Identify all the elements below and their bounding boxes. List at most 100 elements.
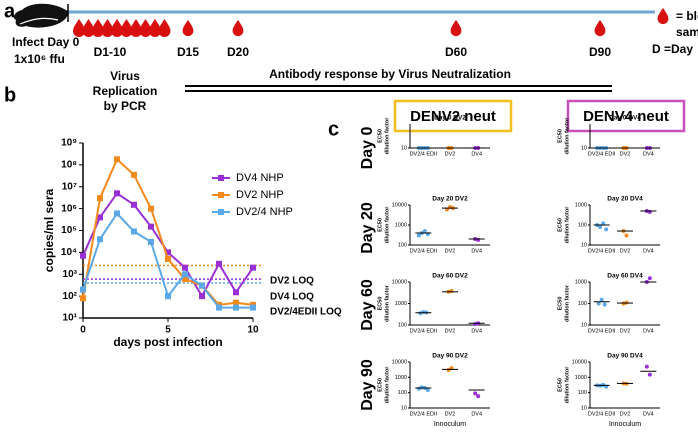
legend-marker: [218, 192, 224, 198]
chart-title: Day 60 DV4: [607, 273, 643, 280]
legend-label: DV4 NHP: [236, 172, 284, 184]
column-header: DENV2 neut: [410, 108, 496, 125]
blood-drop: [149, 19, 161, 37]
y-tick-label: 10¹: [63, 313, 78, 324]
dose-label: 1x10⁶ ffu: [14, 52, 65, 66]
point: [182, 271, 188, 278]
point: [416, 233, 421, 238]
y-axis-label: dilution factor: [564, 117, 570, 155]
blood-drop: [232, 19, 244, 37]
y-axis-label: dilution factor: [564, 366, 570, 404]
blood-drop: [139, 19, 152, 37]
y-axis-label: dilution factor: [384, 284, 390, 322]
point: [114, 190, 120, 197]
virus-label: Replication: [93, 84, 158, 98]
row-label: Day 0: [359, 127, 376, 170]
legend-marker: [218, 209, 224, 215]
blood-drop: [158, 19, 171, 37]
mouse-icon: [14, 3, 70, 28]
blood-drop: [657, 7, 669, 25]
x-tick-label: DV2: [620, 411, 631, 417]
y-axis-label: EC50: [557, 297, 563, 311]
y-tick-label: 100: [578, 222, 587, 228]
point: [604, 227, 609, 232]
y-tick-label: 10: [401, 405, 407, 411]
x-tick-label: DV2/4 EDII: [588, 248, 616, 254]
x-tick-label: DV2/4 EDII: [410, 151, 438, 157]
point: [250, 264, 256, 271]
x-tick-label: DV2/4 EDII: [410, 248, 438, 254]
header-box: [393, 99, 513, 133]
point: [624, 233, 629, 238]
point: [97, 236, 103, 243]
y-tick-label: 10000: [392, 279, 407, 285]
column-header: DENV4 neut: [583, 108, 669, 125]
x-tick-label: DV2/4 EDII: [588, 328, 616, 334]
y-tick-label: 100: [578, 301, 587, 307]
antibody-label: Antibody response by Virus Neutralizatio…: [269, 67, 511, 81]
point: [199, 293, 205, 300]
day-label: D90: [589, 45, 611, 59]
x-tick-label: DV4: [643, 151, 654, 157]
x-axis-label: Innoculum: [609, 421, 641, 428]
point: [602, 302, 607, 307]
blood-drop: [92, 19, 104, 37]
x-tick-label: DV4: [471, 411, 482, 417]
point: [97, 214, 103, 221]
loq-label: DV2/4EDII LOQ: [270, 307, 342, 318]
blood-drop: [182, 19, 194, 37]
x-tick-label: DV4: [471, 151, 482, 157]
point: [422, 229, 427, 234]
day-label: D1-10: [94, 45, 127, 59]
y-axis-label: EC50: [557, 129, 563, 143]
chart-title: Day 20 DV4: [607, 196, 643, 203]
point: [148, 205, 154, 212]
chart-title: Day 90 DV4: [607, 353, 643, 360]
point: [165, 255, 171, 262]
point: [233, 304, 239, 311]
chart-title: Day 20 DV2: [432, 196, 468, 203]
point: [250, 304, 256, 311]
y-tick-label: 1000: [575, 279, 587, 285]
blood-drop: [120, 19, 133, 37]
y-tick-label: 10: [581, 242, 587, 248]
x-axis-label: Innoculum: [434, 421, 466, 428]
panel-label: b: [4, 84, 16, 106]
header-box: [566, 99, 686, 133]
legend-label: DV2/4 NHP: [236, 206, 293, 218]
y-tick-label: 10⁸: [61, 160, 77, 171]
y-tick-label: 10: [581, 322, 587, 328]
y-tick-label: 10⁶: [61, 203, 77, 214]
y-axis-label: EC50: [377, 297, 383, 311]
point: [599, 297, 604, 302]
point: [114, 210, 120, 217]
y-tick-label: 1000: [575, 202, 587, 208]
point: [473, 391, 478, 396]
blood-drop: [594, 19, 606, 37]
y-tick-label: 10: [401, 145, 407, 151]
point: [233, 289, 239, 296]
x-tick-label: DV2: [620, 248, 631, 254]
point: [131, 171, 137, 178]
legend-text: = blood: [676, 9, 698, 23]
x-tick-label: DV2: [445, 248, 456, 254]
blood-drop: [82, 19, 95, 37]
x-tick-label: DV4: [471, 248, 482, 254]
point: [601, 221, 606, 226]
x-tick-label: DV4: [643, 328, 654, 334]
y-tick-label: 100: [578, 390, 587, 396]
row-label: Day 60: [359, 279, 376, 331]
blood-drop: [111, 19, 123, 37]
x-tick-label: DV2: [445, 411, 456, 417]
point: [80, 252, 86, 259]
x-tick-label: DV2/4 EDII: [588, 411, 616, 417]
y-tick-label: 10: [581, 145, 587, 151]
x-tick-label: DV4: [643, 248, 654, 254]
day-label: D60: [445, 45, 467, 59]
chart-title: Day 0 DV2: [434, 115, 466, 122]
point: [80, 286, 86, 293]
x-tick-label: DV2/4 EDII: [410, 411, 438, 417]
x-tick-label: DV4: [643, 411, 654, 417]
point: [425, 387, 430, 392]
point: [80, 295, 86, 302]
